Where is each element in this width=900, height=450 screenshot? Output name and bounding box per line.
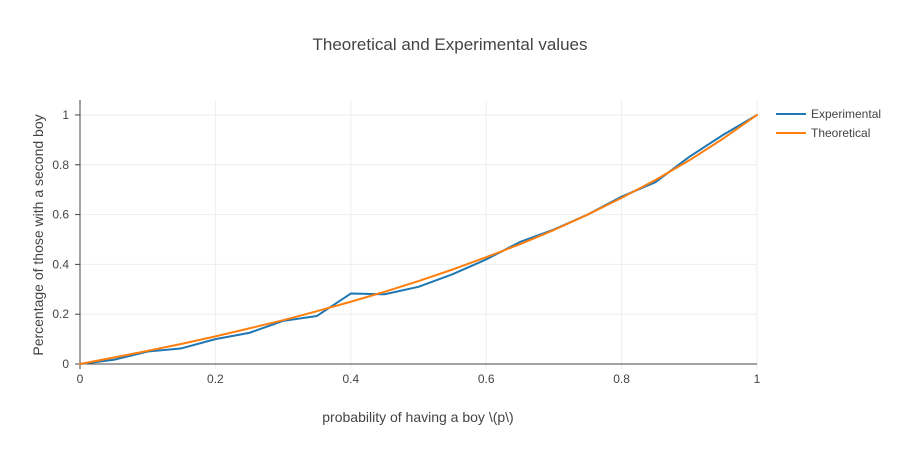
series-line-experimental: [79, 113, 758, 366]
y-tick-label: 0.8: [52, 158, 69, 172]
series-lines: [79, 113, 758, 366]
y-axis-title: Percentage of those with a second boy: [30, 114, 46, 355]
chart-title: Theoretical and Experimental values: [313, 35, 588, 54]
y-tick-label: 1: [62, 108, 69, 122]
x-tick-labels: 0 0.2 0.4 0.6 0.8 1: [77, 372, 761, 386]
legend-label-experimental: Experimental: [811, 107, 881, 121]
x-tick-label: 1: [754, 372, 761, 386]
y-tick-label: 0: [62, 357, 69, 371]
x-tick-label: 0.4: [342, 372, 359, 386]
x-tick-label: 0.2: [207, 372, 224, 386]
y-tick-labels: 0 0.2 0.4 0.6 0.8 1: [52, 108, 69, 371]
legend: Experimental Theoretical: [776, 107, 881, 140]
y-tick-label: 0.4: [52, 257, 69, 271]
y-tick-label: 0.6: [52, 208, 69, 222]
x-tick-label: 0.6: [478, 372, 495, 386]
x-tick-label: 0: [77, 372, 84, 386]
y-tick-label: 0.2: [52, 307, 69, 321]
axes: [75, 100, 757, 369]
x-tick-label: 0.8: [613, 372, 630, 386]
series-line-theoretical: [79, 113, 758, 366]
x-axis-title: probability of having a boy \(p\): [322, 409, 513, 425]
legend-label-theoretical: Theoretical: [811, 126, 870, 140]
gridlines: [80, 100, 758, 369]
